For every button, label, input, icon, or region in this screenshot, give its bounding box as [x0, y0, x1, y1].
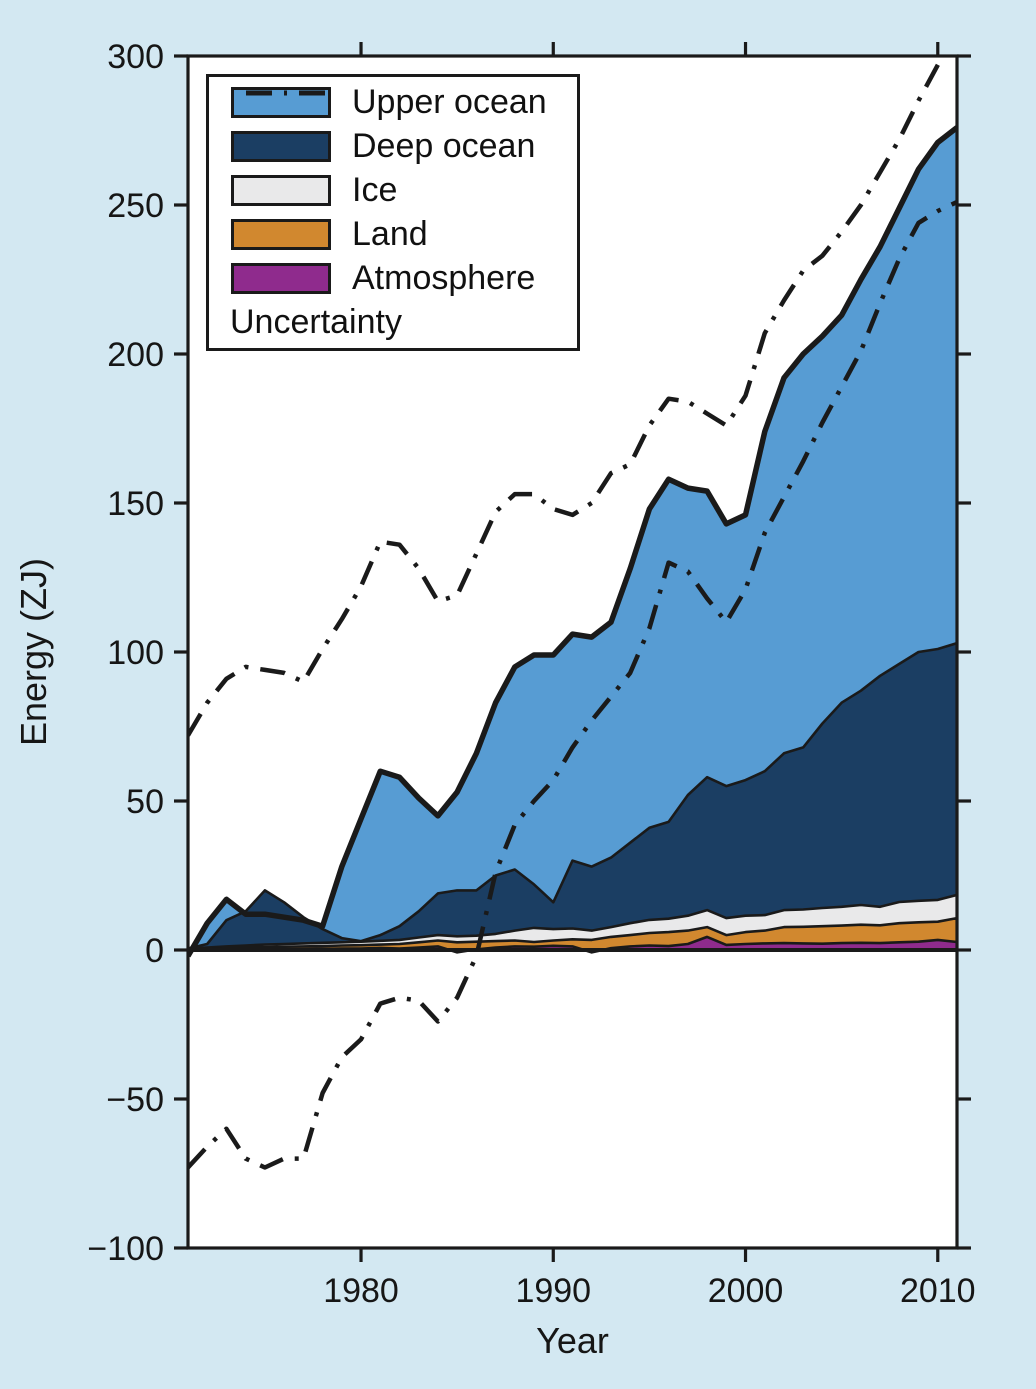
x-tick-label: 1990: [515, 1272, 591, 1310]
y-tick-label: 150: [107, 485, 164, 523]
y-tick-label: −100: [87, 1230, 164, 1268]
data-layer: [188, 56, 957, 1170]
atmosphere-swatch: [231, 263, 331, 294]
legend-item-uncertainty: Uncertainty: [209, 90, 577, 345]
y-tick-label: 200: [107, 336, 164, 374]
x-tick-label: 2000: [708, 1272, 784, 1310]
y-tick-label: −50: [106, 1081, 164, 1119]
area-land: [188, 916, 957, 952]
y-tick-label: 0: [145, 932, 164, 970]
legend: Upper ocean Deep ocean Ice Land Atmosphe…: [206, 74, 580, 351]
y-tick-label: 50: [126, 783, 164, 821]
ice-swatch: [231, 175, 331, 206]
legend-label: Upper ocean: [352, 83, 547, 121]
uncertainty-dashdot-sample: [231, 90, 331, 96]
y-axis-title: Energy (ZJ): [13, 558, 54, 746]
area-deep-ocean: [188, 641, 957, 952]
legend-item-land: Land: [209, 213, 577, 257]
uncertainty-lower-line: [188, 199, 957, 1170]
legend-item-atmosphere: Atmosphere: [209, 257, 577, 301]
legend-label: Land: [352, 215, 428, 253]
x-axis-title: Year: [536, 1320, 609, 1361]
legend-item-ice: Ice: [209, 169, 577, 213]
y-tick-label: 250: [107, 187, 164, 225]
legend-label: Atmosphere: [352, 259, 536, 297]
land-swatch: [231, 219, 331, 250]
y-tick-label: 300: [107, 38, 164, 76]
y-tick-label: 100: [107, 634, 164, 672]
x-tick-label: 1980: [323, 1272, 399, 1310]
legend-item-upper-ocean: Upper ocean: [209, 81, 577, 125]
uncertainty-upper-line: [188, 56, 946, 737]
legend-item-deep-ocean: Deep ocean: [209, 125, 577, 169]
legend-label: Deep ocean: [352, 127, 536, 165]
x-tick-label: 2010: [900, 1272, 976, 1310]
total-energy-line: [188, 125, 957, 958]
deep-ocean-swatch: [231, 131, 331, 162]
legend-label: Ice: [352, 171, 398, 209]
legend-label: Uncertainty: [230, 303, 402, 341]
